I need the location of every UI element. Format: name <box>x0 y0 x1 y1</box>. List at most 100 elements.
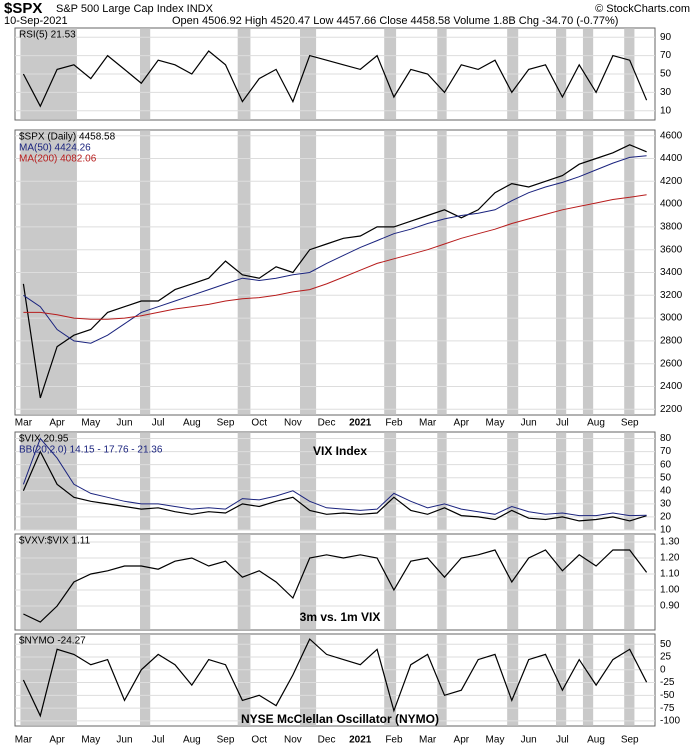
x-tick-label: 2021 <box>349 418 372 429</box>
x-tick-label: Jul <box>556 418 569 429</box>
x-tick-label: Dec <box>318 418 336 429</box>
x-tick-label: May <box>486 735 505 746</box>
credit: © StockCharts.com <box>595 3 690 15</box>
legend-entry: $NYMO -24.27 <box>19 636 86 647</box>
series-line <box>22 50 648 108</box>
highlight <box>237 534 251 630</box>
y-tick-label: 80 <box>660 433 672 444</box>
x-tick-label: Jun <box>521 735 537 746</box>
y-tick-label: -100 <box>660 716 680 727</box>
y-tick-label: 3200 <box>660 290 683 301</box>
highlight <box>140 432 151 530</box>
date: 10-Sep-2021 <box>4 15 68 27</box>
y-tick-label: 70 <box>660 446 672 457</box>
legend-entry: MA(50) 4424.26 <box>19 143 91 154</box>
highlight <box>237 432 251 530</box>
x-tick-label: Feb <box>385 735 403 746</box>
y-tick-label: 2600 <box>660 358 683 369</box>
x-tick-label: Aug <box>587 735 605 746</box>
x-tick-label: May <box>81 418 100 429</box>
x-tick-label: Oct <box>251 418 267 429</box>
series-line <box>23 549 648 623</box>
highlight <box>624 432 635 530</box>
y-tick-label: 2800 <box>660 336 683 347</box>
highlight <box>140 634 151 726</box>
x-tick-label: Aug <box>183 735 201 746</box>
x-tick-label: Dec <box>318 735 336 746</box>
x-tick-label: Nov <box>284 735 302 746</box>
x-tick-label: 2021 <box>349 735 372 746</box>
x-tick-label: Jun <box>116 735 132 746</box>
x-tick-label: Jul <box>556 735 569 746</box>
legend-entry: $SPX (Daily) 4458.58 <box>19 132 116 143</box>
y-tick-label: 2200 <box>660 404 683 415</box>
series-line <box>22 144 647 399</box>
series-line <box>22 450 647 522</box>
panel <box>14 633 656 727</box>
highlight <box>582 534 594 630</box>
legend-entry: RSI(5) 21.53 <box>19 30 76 41</box>
y-tick-label: 4600 <box>660 130 683 141</box>
y-tick-label: 50 <box>660 472 672 483</box>
highlight <box>507 534 519 630</box>
y-tick-label: 90 <box>660 32 672 43</box>
y-tick-label: 3800 <box>660 222 683 233</box>
x-tick-label: Oct <box>251 735 267 746</box>
y-tick-label: 10 <box>660 525 672 536</box>
y-tick-label: 1.20 <box>660 553 680 564</box>
highlight <box>384 634 397 726</box>
x-tick-label: Jul <box>152 735 165 746</box>
y-tick-label: 4000 <box>660 199 683 210</box>
legend-entry: $VXV:$VIX 1.11 <box>19 536 91 547</box>
y-tick-label: 3000 <box>660 313 683 324</box>
panel <box>14 533 656 631</box>
highlight <box>582 634 594 726</box>
symbol: $SPX <box>4 0 42 17</box>
y-tick-label: 3400 <box>660 267 683 278</box>
y-tick-label: 1.30 <box>660 537 680 548</box>
x-tick-label: May <box>486 418 505 429</box>
y-tick-label: 70 <box>660 50 672 61</box>
y-tick-label: -75 <box>660 703 675 714</box>
x-tick-label: Mar <box>419 418 437 429</box>
x-tick-label: Jun <box>116 418 132 429</box>
y-tick-label: 1.00 <box>660 585 680 596</box>
y-tick-label: 0.90 <box>660 601 680 612</box>
x-tick-label: Jun <box>521 418 537 429</box>
y-tick-label: 30 <box>660 87 672 98</box>
highlight <box>20 634 77 726</box>
highlight <box>437 634 447 726</box>
x-tick-label: Nov <box>284 418 302 429</box>
series-line <box>23 155 647 344</box>
y-tick-label: 3600 <box>660 244 683 255</box>
x-tick-label: Aug <box>183 418 201 429</box>
highlight <box>140 534 151 630</box>
y-tick-label: -25 <box>660 677 675 688</box>
x-tick-label: Apr <box>49 735 65 746</box>
highlight <box>556 534 567 630</box>
x-tick-label: Sep <box>217 735 235 746</box>
x-tick-label: Apr <box>454 735 470 746</box>
highlight <box>507 634 519 726</box>
x-tick-label: Sep <box>621 735 639 746</box>
y-tick-label: 30 <box>660 499 672 510</box>
annotation: NYSE McClellan Oscillator (NYMO) <box>241 712 439 726</box>
y-tick-label: 40 <box>660 485 672 496</box>
y-tick-label: 4200 <box>660 176 683 187</box>
y-tick-label: 50 <box>660 639 672 650</box>
series-line <box>22 437 647 517</box>
highlight <box>582 432 594 530</box>
x-tick-label: Sep <box>217 418 235 429</box>
highlight <box>20 534 77 630</box>
highlight <box>384 432 397 530</box>
x-tick-label: Sep <box>621 418 639 429</box>
x-tick-label: May <box>81 735 100 746</box>
y-tick-label: -50 <box>660 690 675 701</box>
y-tick-label: 4400 <box>660 153 683 164</box>
legend-entry: $VIX 20.95 <box>19 434 69 445</box>
highlight <box>437 534 447 630</box>
highlight <box>507 432 519 530</box>
series-line <box>23 194 647 320</box>
series-line <box>22 638 648 718</box>
annotation: 3m vs. 1m VIX <box>300 610 381 624</box>
